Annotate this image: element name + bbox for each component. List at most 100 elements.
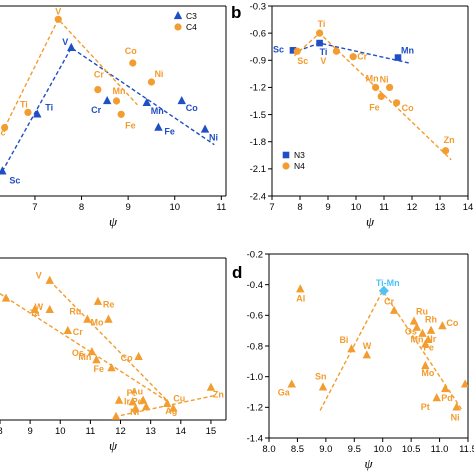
panel-d: 8.0 8.5 9.0 9.5 10.0 10.5 11.0 11.5 -0.2 -0.4 -0.6… xyxy=(232,249,474,471)
x-tick-label: 9 xyxy=(325,202,330,213)
point-label: Rh xyxy=(425,315,437,325)
point-label: Mn xyxy=(366,73,379,83)
y-tick-label: -1.2 xyxy=(247,403,263,414)
y-tick-label: -0.3 xyxy=(250,1,266,12)
point-label: Os xyxy=(72,348,84,358)
data-point xyxy=(200,124,210,133)
y-tick-label: -0.6 xyxy=(250,28,266,39)
x-tick-label: 10 xyxy=(55,426,66,437)
panel-a: 7 8 9 10 11 ψ Sc Ti V Cr Mn Co Fe Ni Sc Ti V Cr Mn Fe Co Ni C3… xyxy=(0,5,227,229)
data-point xyxy=(372,83,380,92)
y-tick-label: -1.8 xyxy=(250,137,266,148)
point-label: Cr xyxy=(73,327,83,337)
data-point xyxy=(24,108,32,116)
x-tick-label: 9 xyxy=(125,202,130,213)
x-tick-label: 7 xyxy=(269,202,274,213)
data-point xyxy=(287,379,296,388)
fit-line xyxy=(291,42,410,64)
x-tick-label: 10 xyxy=(351,202,362,213)
point-label: V xyxy=(320,56,326,66)
x-tick-label: 8 xyxy=(0,426,3,437)
data-point xyxy=(131,403,140,412)
panel-letter: d xyxy=(232,263,242,282)
x-tick-label: 12 xyxy=(407,202,418,213)
point-label: Ni xyxy=(451,412,460,422)
point-label: Pt xyxy=(127,388,136,398)
point-label: Al xyxy=(296,293,305,303)
y-tick-label: -2.4 xyxy=(250,191,266,202)
point-label: Cr xyxy=(384,297,394,307)
legend-label: N3 xyxy=(294,150,305,160)
data-point xyxy=(87,346,97,356)
point-label: Sn xyxy=(315,371,327,381)
data-point xyxy=(129,59,137,67)
data-point xyxy=(1,293,11,302)
point-label: Sc xyxy=(297,56,308,66)
data-point xyxy=(409,316,419,325)
legend-label: C4 xyxy=(186,22,197,32)
legend-marker xyxy=(173,11,183,20)
x-axis-label: ψ xyxy=(364,456,373,471)
fit-line xyxy=(49,280,170,403)
data-point xyxy=(349,53,357,61)
x-tick-label: 8.0 xyxy=(262,444,275,455)
x-tick-label: 10.5 xyxy=(402,444,421,455)
data-point xyxy=(169,403,178,412)
data-point xyxy=(94,86,102,94)
data-point xyxy=(111,411,121,420)
data-point xyxy=(452,402,461,411)
y-tick-label: -2.1 xyxy=(250,164,266,175)
data-point xyxy=(378,285,389,296)
data-point xyxy=(117,110,125,118)
data-point xyxy=(104,314,113,323)
point-label: Rh xyxy=(106,419,118,429)
data-point xyxy=(389,305,399,314)
data-point xyxy=(293,47,301,55)
data-point xyxy=(206,382,216,391)
point-label: Pd xyxy=(132,397,144,407)
point-label: Co xyxy=(125,46,137,56)
legend-marker xyxy=(282,151,290,159)
x-tick-label: 14 xyxy=(463,202,474,213)
x-tick-label: 13 xyxy=(145,426,156,437)
data-point xyxy=(318,382,328,391)
y-tick-label: -1.0 xyxy=(247,372,263,383)
x-tick-label: 8.5 xyxy=(291,444,304,455)
data-point xyxy=(141,402,151,411)
point-label: W xyxy=(35,302,44,312)
data-point xyxy=(93,296,103,305)
data-point xyxy=(177,96,186,105)
point-label: Co xyxy=(121,353,133,363)
data-point xyxy=(114,395,124,404)
data-point xyxy=(92,355,101,364)
point-label: Ti xyxy=(20,99,28,109)
point-label: Re xyxy=(103,300,115,310)
point-label: Ti xyxy=(45,102,53,112)
legend-marker xyxy=(174,23,182,31)
point-label: Zn xyxy=(213,390,224,400)
plot-area: Sc Ti V Cr Mn Co Fe Ni Sc Ti V Cr Mn Fe Co Ni xyxy=(0,6,218,185)
point-label: Fe xyxy=(164,127,175,137)
data-point xyxy=(316,29,324,37)
point-label: Sc xyxy=(9,175,20,185)
data-point xyxy=(154,122,163,131)
panel-b: 7 8 9 10 11 12 13 14 -0.3 -0.6 -0.9 -1.2 -1.5 -1.8 -2.… xyxy=(231,1,473,229)
point-label: Ni xyxy=(130,407,139,417)
legend-label: N4 xyxy=(294,161,305,171)
data-point xyxy=(412,322,422,331)
data-point xyxy=(45,304,54,313)
data-point xyxy=(438,321,447,330)
point-label: Sc xyxy=(273,44,284,54)
point-label: Fe xyxy=(93,364,104,374)
x-tick-label: 11.5 xyxy=(459,444,474,455)
point-label: Mo xyxy=(90,318,103,328)
point-label: Co xyxy=(446,318,458,328)
point-label: Cr xyxy=(91,105,101,115)
point-label: Mn xyxy=(151,106,164,116)
point-label: V xyxy=(55,6,61,16)
legend-marker xyxy=(282,162,290,170)
